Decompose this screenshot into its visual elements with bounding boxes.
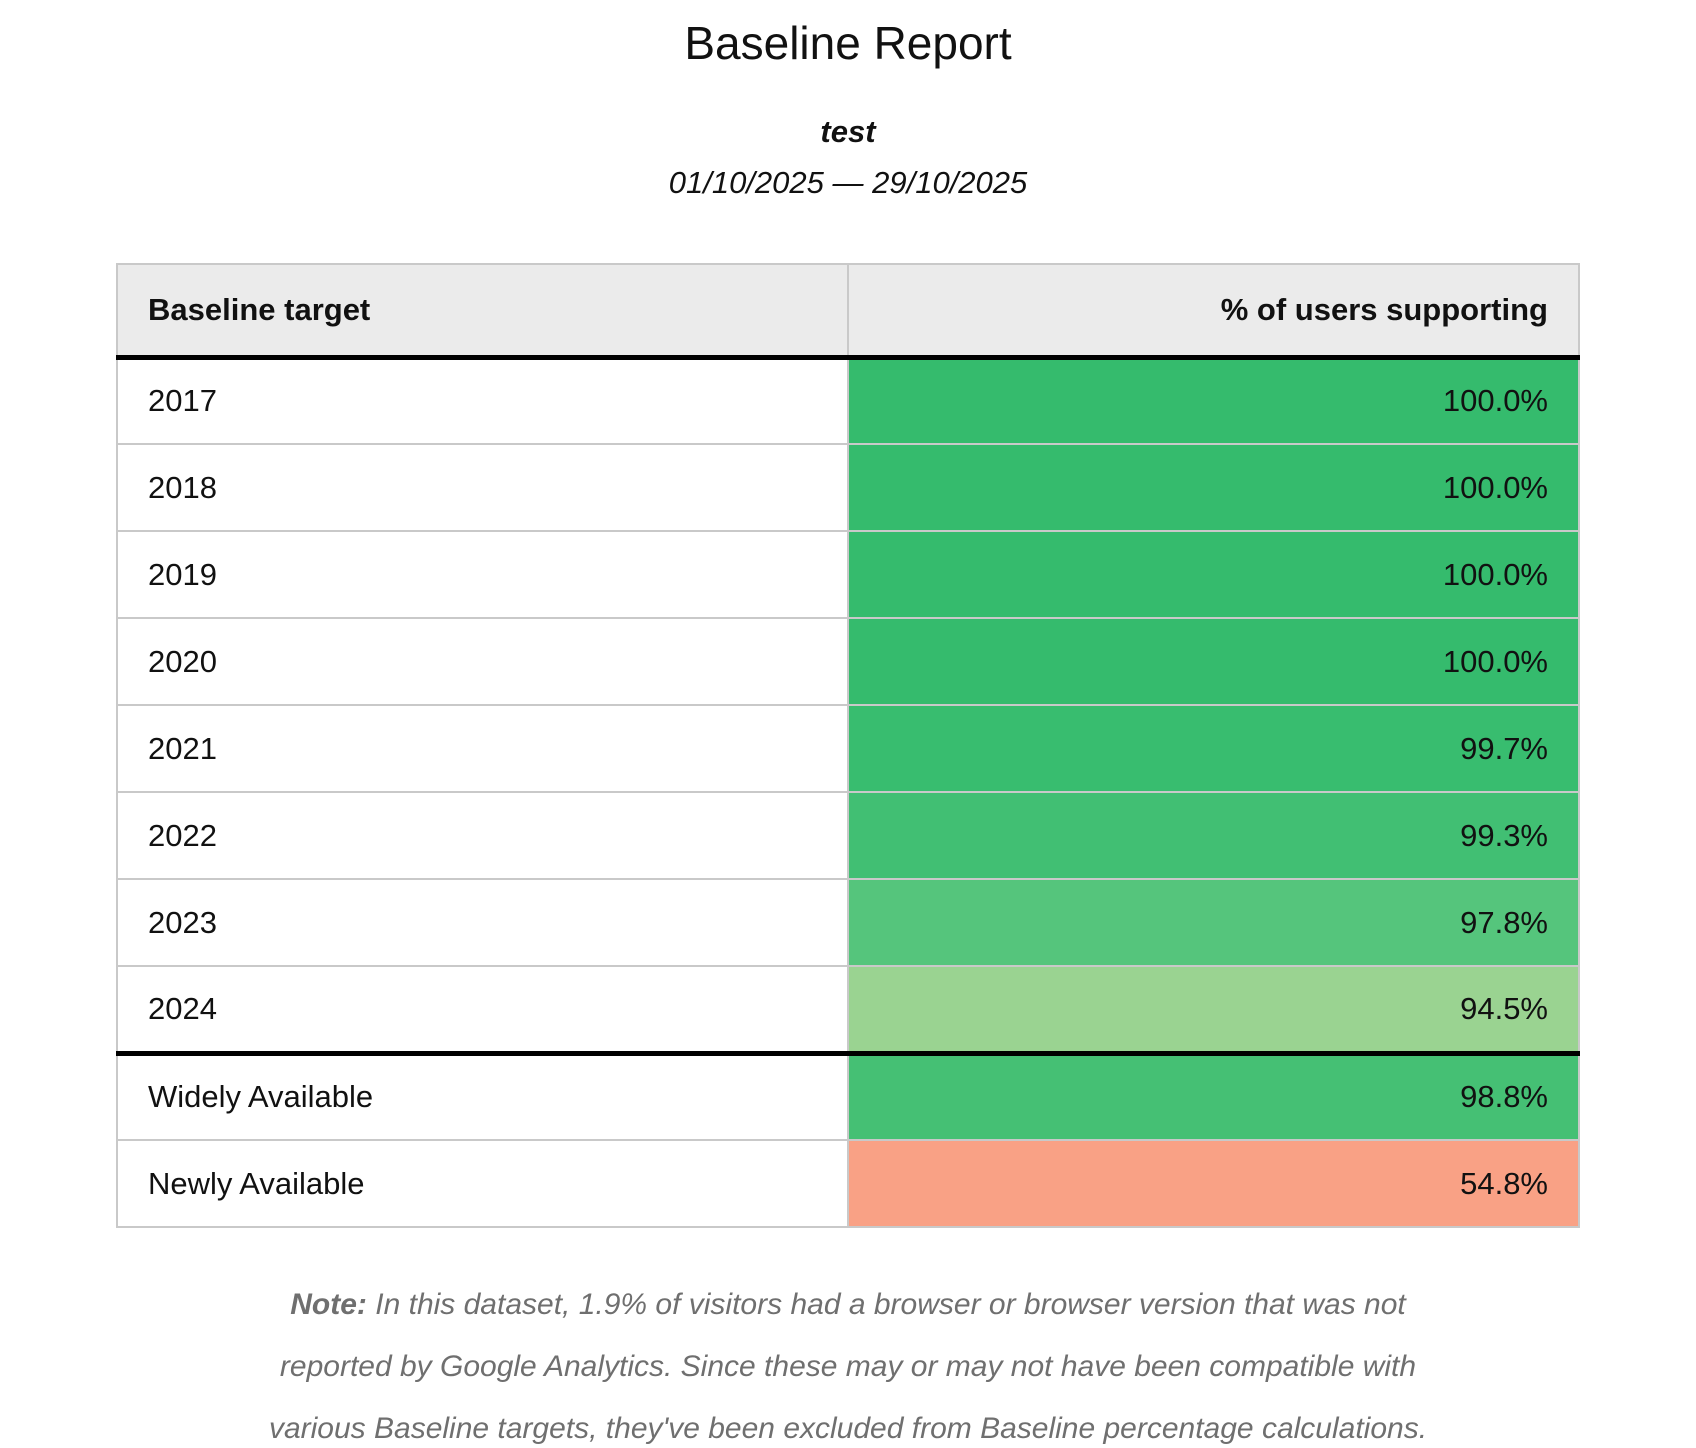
table-header-row: Baseline target % of users supporting: [116, 263, 1580, 360]
table-row: Widely Available 98.8%: [116, 1050, 1580, 1141]
note-text: In this dataset, 1.9% of visitors had a …: [268, 1288, 1428, 1445]
note-label: Note:: [290, 1288, 367, 1321]
baseline-table: Baseline target % of users supporting 20…: [116, 263, 1580, 1228]
baseline-target-cell: 2019: [116, 530, 849, 619]
percentage-cell: 97.8%: [847, 878, 1580, 967]
report-subtitle: test: [820, 114, 876, 149]
baseline-target-cell: 2024: [116, 965, 849, 1054]
table-row: 2017 100.0%: [116, 356, 1580, 445]
baseline-target-cell: 2017: [116, 356, 849, 445]
percentage-cell: 94.5%: [847, 965, 1580, 1054]
table-row: 2019 100.0%: [116, 530, 1580, 619]
table-row: Newly Available 54.8%: [116, 1139, 1580, 1228]
percentage-cell: 100.0%: [847, 617, 1580, 706]
baseline-target-cell: 2022: [116, 791, 849, 880]
percentage-cell: 100.0%: [847, 530, 1580, 619]
baseline-target-cell: 2020: [116, 617, 849, 706]
table-row: 2023 97.8%: [116, 878, 1580, 967]
baseline-target-cell: 2023: [116, 878, 849, 967]
baseline-target-cell: 2021: [116, 704, 849, 793]
report-date-range: 01/10/2025 — 29/10/2025: [668, 165, 1028, 200]
column-header-percent-supporting: % of users supporting: [847, 263, 1580, 360]
percentage-cell: 98.8%: [847, 1050, 1580, 1141]
table-row: 2020 100.0%: [116, 617, 1580, 706]
percentage-cell: 54.8%: [847, 1139, 1580, 1228]
table-body: 2017 100.0% 2018 100.0% 2019 100.0% 2020…: [116, 356, 1580, 1228]
table-row: 2021 99.7%: [116, 704, 1580, 793]
table-row: 2018 100.0%: [116, 443, 1580, 532]
column-header-baseline-target: Baseline target: [116, 263, 849, 360]
percentage-cell: 100.0%: [847, 443, 1580, 532]
page-title: Baseline Report: [684, 17, 1012, 69]
report-note: Note: In this dataset, 1.9% of visitors …: [233, 1274, 1463, 1448]
baseline-target-cell: Widely Available: [116, 1050, 849, 1141]
table-row: 2022 99.3%: [116, 791, 1580, 880]
baseline-target-cell: Newly Available: [116, 1139, 849, 1228]
baseline-target-cell: 2018: [116, 443, 849, 532]
percentage-cell: 99.3%: [847, 791, 1580, 880]
percentage-cell: 99.7%: [847, 704, 1580, 793]
percentage-cell: 100.0%: [847, 356, 1580, 445]
table-row: 2024 94.5%: [116, 965, 1580, 1054]
